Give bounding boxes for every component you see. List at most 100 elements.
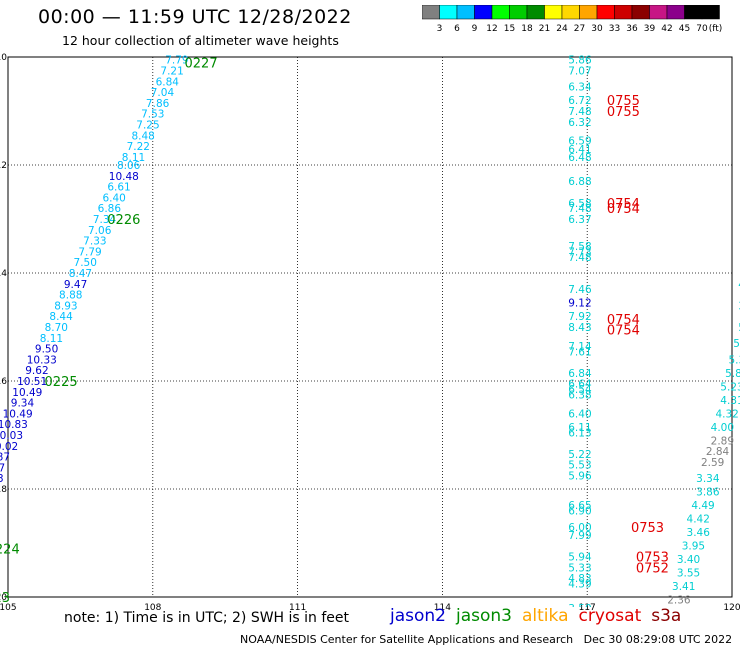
color-scale-label: 45	[679, 24, 690, 34]
x-tick-label: 117	[579, 603, 596, 613]
swh-point: 6.65	[568, 500, 591, 512]
color-scale: 3 6 9 12 15 18 21 24 27 30 33 36 39 42 45 70 (ft)	[422, 5, 722, 34]
swh-point: 7.79	[78, 246, 101, 258]
satellite-legend: jason2 jason3 altika cryosat s3a	[390, 606, 691, 626]
legend-item-jason3: jason3	[456, 606, 512, 626]
swh-point: 6.32	[568, 117, 591, 129]
swh-point: 5.23	[720, 381, 740, 393]
swh-point: 7.73	[568, 246, 591, 258]
swh-point: 10.33	[27, 354, 57, 366]
swh-point: 3.50	[568, 603, 591, 615]
chart-subtitle: 12 hour collection of altimeter wave hei…	[62, 33, 339, 48]
swh-point: 8.44	[49, 311, 73, 323]
swh-point: 3.46	[687, 527, 711, 539]
swh-point: 7.48	[568, 252, 591, 264]
color-scale-label: 18	[521, 24, 533, 34]
swh-point: 7.46	[568, 284, 592, 296]
swh-point: 10.02	[0, 441, 18, 453]
time-label: 0224	[0, 542, 20, 557]
swh-point: 8.70	[45, 322, 68, 334]
swh-point: 4.31	[720, 395, 740, 407]
color-scale-label: 27	[574, 24, 585, 34]
swh-point: 7.92	[568, 311, 591, 323]
color-scale-label: 3	[437, 24, 443, 34]
swh-point: 4.83	[568, 573, 591, 585]
swh-point: 6.48	[568, 152, 591, 164]
plot-frame	[7, 56, 733, 598]
swh-point: 6.13	[568, 427, 591, 439]
swh-point: 3.34	[696, 473, 720, 485]
swh-point: 9.47	[0, 462, 5, 474]
swh-point: 6.64	[568, 379, 592, 391]
swh-point: 7.53	[141, 109, 164, 121]
y-tick-label: 20	[0, 593, 7, 603]
swh-point: 6.84	[156, 76, 180, 88]
swh-point: 5.5	[733, 338, 740, 350]
swh-point: 6.40	[102, 192, 125, 204]
swh-point: 6.90	[568, 506, 591, 518]
time-label: 0752	[636, 561, 669, 576]
chart-title: 00:00 — 11:59 UTC 12/28/2022	[38, 6, 352, 28]
swh-point: 5.3	[728, 354, 740, 366]
x-tick-label: 114	[434, 603, 451, 613]
swh-point: 3	[738, 300, 740, 312]
swh-point: 9.50	[35, 344, 58, 356]
swh-point: 2.89	[711, 435, 734, 447]
x-tick-label: 120	[723, 603, 740, 613]
swh-point: 7.48	[568, 106, 591, 118]
swh-point: 8.47	[69, 268, 92, 280]
time-label: 0754	[607, 313, 640, 328]
y-tick-label: 18	[0, 485, 7, 495]
data-layer: 7.797.216.847.047.867.537.258.487.228.11…	[0, 55, 740, 615]
swh-point: 3.40	[677, 554, 700, 566]
swh-point: 6.72	[568, 95, 591, 107]
color-scale-label: 24	[556, 24, 568, 34]
swh-point: 5.53	[568, 460, 591, 472]
swh-point: 8.11	[40, 333, 63, 345]
swh-point: 7.06	[88, 225, 112, 237]
swh-point: 10.83	[0, 419, 28, 431]
swh-point: 5.86	[568, 55, 592, 67]
color-scale-label: 70	[696, 24, 708, 34]
swh-point: 8.43	[568, 322, 591, 334]
swh-point: 4.42	[687, 514, 710, 526]
swh-point: 8.06	[117, 160, 141, 172]
swh-point: 3.86	[696, 487, 720, 499]
swh-point: 9.87	[0, 452, 10, 464]
legend-item-altika: altika	[522, 606, 569, 626]
x-tick-label: 105	[0, 603, 17, 613]
swh-point: 5.22	[568, 449, 591, 461]
swh-point: 6.34	[568, 82, 592, 94]
swh-point: 8.11	[122, 152, 145, 164]
footnote: note: 1) Time is in UTC; 2) SWH is in fe…	[64, 610, 350, 626]
time-label: 0227	[185, 56, 218, 71]
swh-point: 7.25	[136, 120, 159, 132]
swh-point: 5.82	[725, 368, 740, 380]
swh-point: 6.40	[568, 408, 591, 420]
time-label: 0223	[0, 591, 10, 606]
color-scale-label: 33	[609, 24, 620, 34]
credit-line: NOAA/NESDIS Center for Satellite Applica…	[240, 633, 733, 646]
legend-item-cryosat: cryosat	[578, 606, 642, 626]
swh-point: 6.88	[568, 176, 591, 188]
time-label: 0754	[607, 324, 640, 339]
time-label: 0225	[45, 375, 78, 390]
swh-point: 2.84	[706, 446, 730, 458]
swh-point: 6.84	[568, 368, 592, 380]
color-scale-label: 30	[591, 24, 603, 34]
color-scale-label: 21	[539, 24, 550, 34]
swh-point: 7.86	[146, 98, 170, 110]
swh-point: 4.49	[691, 500, 714, 512]
time-label: 0755	[607, 105, 640, 120]
time-label: 0226	[107, 213, 140, 228]
swh-point: 6.86	[98, 203, 122, 215]
swh-point: 7.14	[568, 341, 592, 353]
time-label: 0755	[607, 94, 640, 109]
swh-point: 2.36	[667, 595, 691, 607]
swh-point: 7.33	[83, 236, 106, 248]
swh-point: 9.62	[25, 365, 48, 377]
y-tick-label: 10	[0, 53, 7, 63]
swh-point: 4.00	[711, 422, 734, 434]
time-label: 0753	[631, 521, 664, 536]
